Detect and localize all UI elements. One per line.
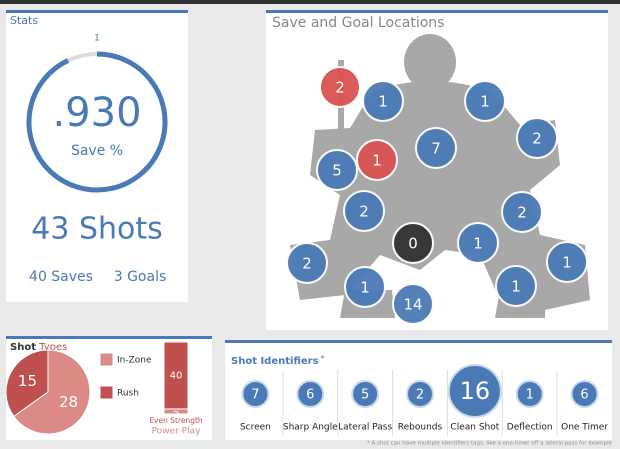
panel-border [266,10,608,13]
location-marker [495,265,537,307]
location-marker [501,191,543,233]
marker-label: 0 [408,235,418,253]
identifier-value: 6 [580,388,588,403]
location-marker [457,222,499,264]
location-marker [362,80,404,122]
identifier-circle [296,380,325,408]
bar-segment [163,341,189,410]
identifier-label: Deflection [507,423,553,433]
marker-label: 2 [517,204,527,222]
identifier-circle [570,380,599,408]
marker-label: 2 [302,255,312,273]
location-marker [516,117,558,159]
marker-label: 1 [562,254,572,272]
location-marker [546,241,588,283]
identifier-circle [447,364,502,418]
marker-label: 2 [359,203,369,221]
identifier-value: 1 [526,388,534,403]
legend-swatch [99,385,114,400]
location-marker [316,149,358,191]
pie-slice [5,349,49,418]
panel-border [6,10,188,13]
identifier-value: 2 [416,388,424,403]
panel-border [6,336,212,339]
location-marker [392,283,434,325]
title-bold: Shot [10,342,36,353]
pie-label: 15 [18,372,37,390]
bar-label: Power Play [152,427,202,437]
marker-label: 14 [403,296,422,314]
location-marker [343,190,385,232]
asterisk: * [321,354,325,363]
marker-label: 1 [360,279,370,297]
legend-label: Rush [117,389,139,399]
bar-value: 3 [173,410,179,421]
bar-value: 40 [170,370,183,381]
shots: 43 Shots [31,212,163,247]
saves: 40 Saves [29,269,93,285]
title-light: Types [38,342,67,353]
locations-title: Save and Goal Locations [272,15,444,31]
identifier-label: Sharp Angle [283,423,338,433]
identifier-circle [406,380,434,408]
panel-border [225,340,612,343]
bar-label: Even Strength [149,416,203,425]
goals: 3 Goals [114,269,167,285]
top-strip [0,0,620,4]
title: Shot Identifiers [231,356,319,367]
ring-max: 1 [94,34,100,44]
pie-slice [13,349,91,435]
identifier-label: Rebounds [398,423,443,433]
marker-label: 1 [511,278,521,296]
shot-types-title: Shot Types [10,342,67,353]
location-marker [319,66,361,108]
identifier-circle [515,380,544,408]
legend-swatch [99,352,114,367]
marker-label: 2 [532,130,542,148]
stats-title: Stats [10,14,38,27]
location-marker [356,139,398,181]
identifier-circle [351,380,380,408]
pie-label: 28 [59,393,78,411]
location-marker [415,127,457,169]
footnote: * A shot can have multiple identifiers t… [367,441,613,447]
marker-label: 1 [378,93,388,111]
identifier-value: 5 [361,388,369,403]
identifier-label: Clean Shot [450,423,499,433]
marker-label: 5 [332,162,342,180]
legend-label: In-Zone [117,356,152,366]
identifier-label: One Timer [561,423,608,433]
marker-label: 2 [335,79,345,97]
location-marker [344,266,386,308]
location-marker [392,222,434,264]
identifiers-title: Shot Identifiers * [231,354,325,368]
identifier-circle [241,380,270,408]
bar-segment [163,408,189,415]
marker-label: 1 [473,235,483,253]
save-pct: .930 [52,90,141,136]
identifier-value: 6 [306,388,314,403]
identifier-value: 16 [460,377,491,405]
marker-label: 1 [372,152,382,170]
location-marker [464,80,506,122]
marker-label: 7 [431,140,441,158]
save-label: Save % [71,143,123,159]
identifier-label: Lateral Pass [338,423,392,433]
save-ring [26,51,168,193]
identifier-value: 7 [251,388,259,403]
identifier-label: Screen [240,423,271,433]
marker-label: 1 [480,93,490,111]
location-marker [286,242,328,284]
